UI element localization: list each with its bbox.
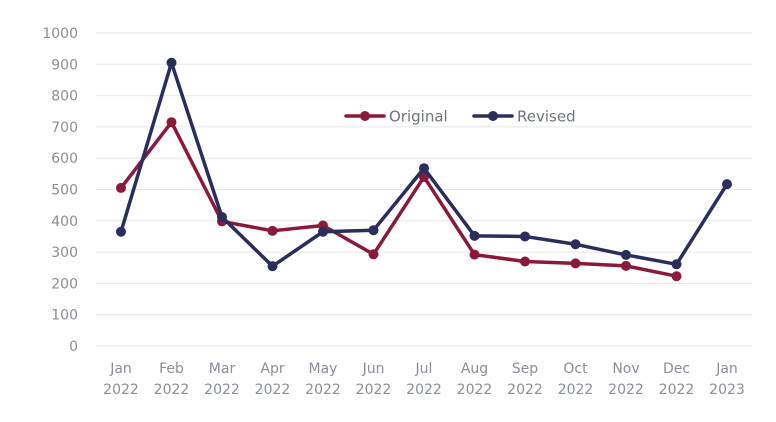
data-point-revised (671, 259, 682, 270)
legend-item-revised: Revised (472, 108, 576, 126)
y-tick-label: 600 (51, 151, 78, 167)
x-tick-label-year: 2022 (558, 382, 594, 398)
y-tick-label: 500 (51, 183, 78, 199)
data-point-original (520, 256, 530, 267)
data-point-revised (368, 225, 379, 236)
data-point-revised (267, 261, 278, 272)
data-point-revised (469, 230, 480, 241)
data-point-original (166, 117, 177, 128)
legend-item-original: Original (344, 108, 448, 126)
y-tick-label: 800 (51, 89, 78, 105)
data-point-revised (621, 249, 631, 260)
y-tick-label: 1000 (42, 26, 78, 42)
series-revised (116, 57, 732, 272)
x-tick-label-month: Feb (159, 361, 184, 377)
data-point-revised (520, 231, 530, 242)
x-tick-label-year: 2022 (507, 382, 543, 398)
data-point-original (116, 182, 126, 193)
y-tick-label: 0 (69, 339, 78, 355)
x-tick-label-month: Nov (612, 361, 639, 377)
y-tick-label: 700 (51, 120, 78, 136)
x-tick-label-month: Dec (663, 361, 690, 377)
y-tick-label: 200 (51, 276, 78, 292)
x-tick-label-year: 2022 (608, 382, 644, 398)
y-axis-ticks: 0 100 200 300 400 500 600 700 800 900 1000 (42, 26, 78, 355)
x-tick-label-year: 2023 (709, 382, 745, 398)
x-tick-label-month: Mar (209, 361, 236, 377)
y-tick-label: 300 (51, 245, 78, 261)
legend-swatch-marker (360, 111, 370, 121)
x-tick-label-year: 2022 (457, 382, 493, 398)
grid-lines (96, 32, 752, 347)
legend-label: Original (389, 108, 448, 126)
data-point-original (368, 249, 379, 260)
data-point-revised (116, 226, 126, 237)
legend: Original Revised (344, 108, 576, 126)
data-point-revised (166, 57, 177, 68)
x-tick-label-month: Jun (362, 361, 385, 377)
data-point-revised (570, 239, 581, 250)
data-point-revised (318, 226, 328, 237)
x-tick-label-year: 2022 (406, 382, 442, 398)
x-tick-label-year: 2022 (305, 382, 341, 398)
y-tick-label: 100 (51, 308, 78, 324)
x-tick-label-month: Sep (512, 361, 539, 377)
data-point-revised (419, 163, 429, 174)
x-tick-label-year: 2022 (356, 382, 392, 398)
y-tick-label: 400 (51, 214, 78, 230)
series-group (116, 57, 732, 282)
x-tick-label-year: 2022 (659, 382, 695, 398)
legend-swatch-marker (488, 111, 498, 121)
x-tick-label-year: 2022 (255, 382, 291, 398)
x-tick-label-month: Oct (563, 361, 588, 377)
x-tick-label-month: Jan (109, 361, 132, 377)
x-tick-label-month: May (309, 361, 338, 377)
x-tick-label-year: 2022 (103, 382, 139, 398)
x-tick-label-year: 2022 (154, 382, 190, 398)
x-tick-label-month: Jul (415, 361, 433, 377)
x-tick-label-month: Jan (715, 361, 738, 377)
data-point-original (267, 225, 278, 236)
legend-label: Revised (517, 108, 576, 126)
data-point-revised (217, 212, 227, 223)
data-point-revised (722, 179, 732, 190)
x-tick-label-month: Aug (461, 361, 488, 377)
data-point-original (469, 249, 480, 260)
data-point-original (621, 260, 631, 271)
x-tick-label-month: Apr (260, 361, 284, 377)
series-line-original (119, 120, 679, 278)
x-tick-label-year: 2022 (204, 382, 240, 398)
y-tick-label: 900 (51, 57, 78, 73)
data-point-original (671, 271, 682, 282)
data-point-original (570, 258, 581, 269)
x-axis-ticks: Jan 2022 Feb 2022 Mar 2022 Apr 2022 May 2022 Jun 20… (103, 361, 745, 398)
